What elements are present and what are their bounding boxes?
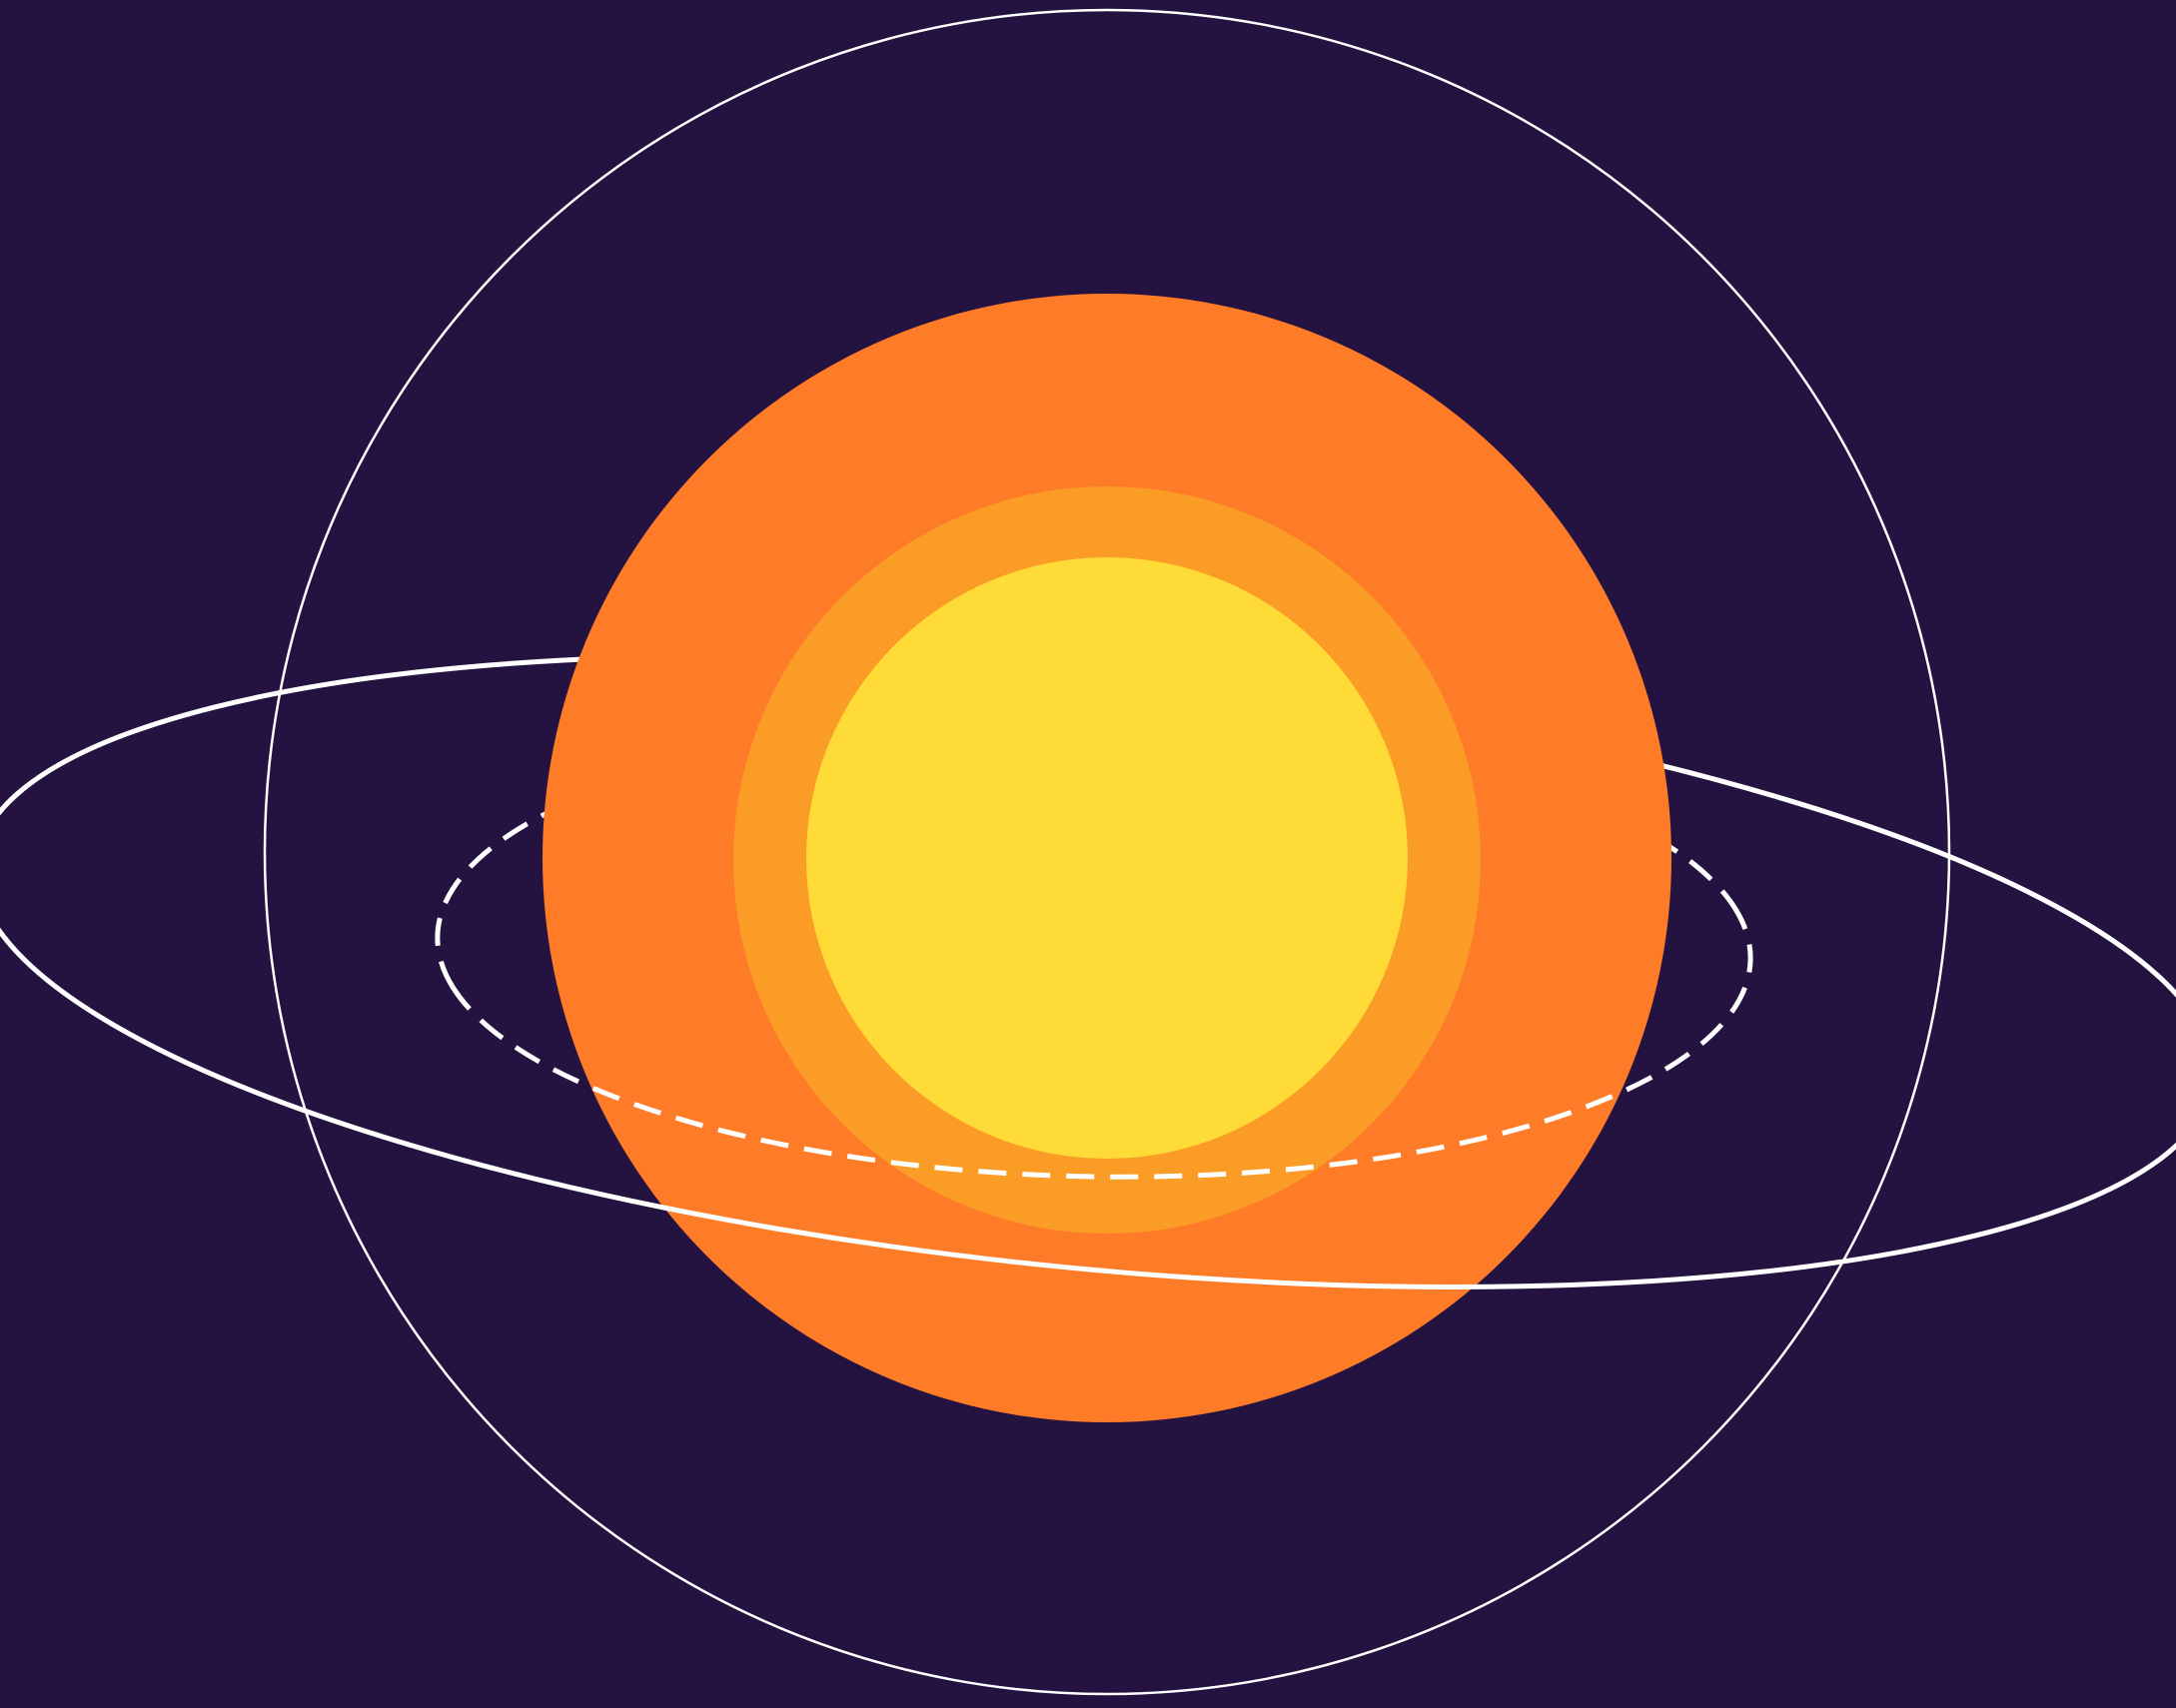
dashed-orbit — [450, 907, 1753, 1180]
outer-ring — [263, 8, 1951, 1696]
sun-core — [806, 557, 1408, 1159]
solid-orbit — [0, 787, 2169, 1289]
